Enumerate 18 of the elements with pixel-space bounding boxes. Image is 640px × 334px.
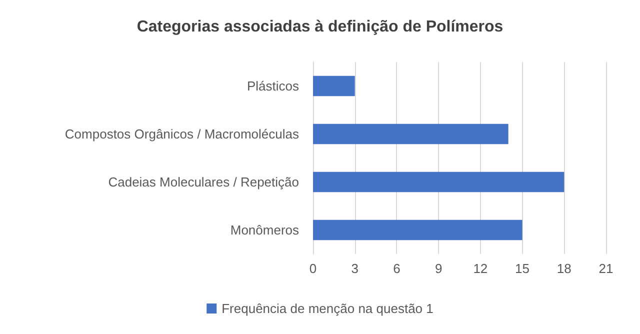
x-tick-label: 9 <box>434 261 442 276</box>
x-tick-label: 6 <box>393 261 400 276</box>
x-tick-label: 0 <box>309 261 317 276</box>
y-tick-label: Monômeros <box>230 222 300 238</box>
y-tick-label: Plásticos <box>246 78 300 94</box>
x-tick-label: 12 <box>473 261 488 276</box>
legend-label: Frequência de menção na questão 1 <box>222 301 434 316</box>
x-tick-label: 3 <box>351 261 358 276</box>
x-tick-label: 21 <box>598 261 614 276</box>
bar <box>313 76 355 96</box>
bar <box>313 172 564 192</box>
y-tick-label: Cadeias Moleculares / Repetição <box>108 174 299 190</box>
bar <box>313 220 522 240</box>
x-tick-label: 18 <box>556 261 572 276</box>
chart-title: Categorias associadas à definição de Polímeros <box>136 18 504 36</box>
x-tick-label: 15 <box>515 261 530 276</box>
bar <box>313 124 508 144</box>
y-tick-label: Compostos Orgânicos / Macromoléculas <box>64 126 300 142</box>
